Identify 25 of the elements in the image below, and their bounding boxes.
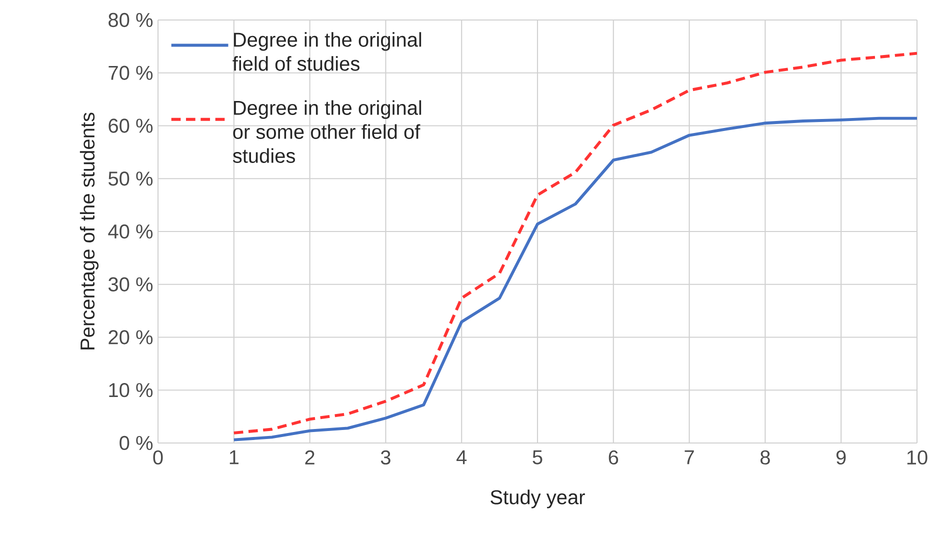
legend-label: Degree in the original field of studies [232, 32, 422, 71]
x-tick-label: 1 [230, 450, 238, 464]
x-tick-label: 8 [760, 450, 770, 465]
line-series [232, 52, 917, 434]
y-tick-label: 30 % [108, 277, 153, 292]
x-tick-label: 4 [456, 450, 467, 464]
x-axis-title: Study year [490, 490, 585, 508]
x-tick-label: 7 [684, 450, 694, 464]
x-tick-label: 10 [907, 450, 928, 465]
y-tick-label: 50 % [108, 172, 153, 186]
x-tick-label: 2 [305, 450, 314, 464]
y-tick-label: 20 % [108, 330, 153, 344]
y-tick-label: 70 % [108, 66, 153, 80]
y-tick-label: 60 % [108, 118, 153, 133]
y-tick-label: 80 % [108, 12, 153, 28]
y-tick-label: 10 % [109, 383, 153, 398]
x-tick-label: 5 [532, 450, 542, 464]
y-axis-title: Percentage of the students [80, 112, 99, 350]
legend-label: Degree in the original or some other field of studies [232, 100, 422, 163]
x-tick-label: 0 [153, 450, 163, 465]
y-tick-label: 0 % [120, 436, 153, 450]
x-tick-label: 3 [380, 450, 390, 465]
x-tick-label: 9 [836, 450, 846, 465]
y-tick-label: 40 % [108, 224, 153, 239]
x-tick-label: 6 [608, 450, 618, 465]
